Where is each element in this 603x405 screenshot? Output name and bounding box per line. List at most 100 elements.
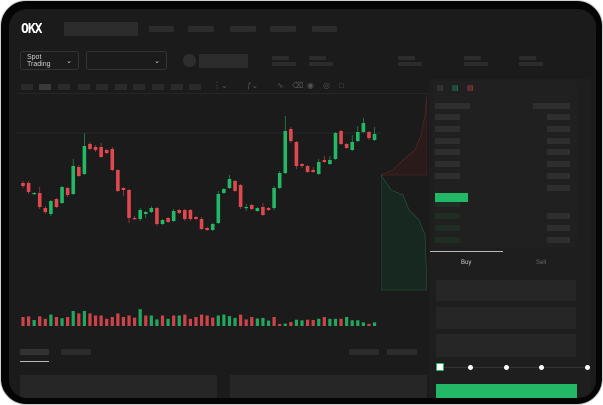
candle-body [277, 173, 282, 188]
volume-bar [116, 313, 120, 326]
volume-bar [255, 318, 259, 326]
stat-value [398, 62, 422, 66]
candle-body [77, 167, 81, 176]
candle-body [49, 201, 53, 214]
candle-body [333, 133, 338, 159]
tab-buy[interactable]: Buy [461, 260, 472, 266]
tab-open-orders[interactable] [20, 349, 49, 355]
orderbook-bids-icon[interactable]: ▤ [452, 85, 459, 92]
buy-button[interactable] [436, 384, 577, 398]
price-input[interactable] [436, 280, 576, 301]
ask-amount [547, 185, 570, 191]
nav-item[interactable] [149, 26, 174, 32]
orderbook-asks-icon[interactable]: ▤ [467, 85, 474, 92]
volume-bar [21, 317, 25, 326]
volume-bar [127, 315, 131, 326]
slider-track[interactable] [439, 367, 589, 368]
candle-type-icon[interactable]: ⋮⌄ [213, 81, 228, 90]
volume-bar [138, 309, 142, 326]
volume-bar [82, 311, 86, 326]
candle-body [188, 210, 193, 219]
interval-button[interactable] [171, 84, 183, 90]
search-bar[interactable] [64, 22, 138, 36]
last-price [435, 193, 468, 202]
candle-body [328, 160, 332, 164]
interval-button[interactable] [21, 84, 33, 90]
ruler-icon[interactable]: ⌫ [292, 81, 304, 90]
nav-item[interactable] [270, 26, 296, 32]
volume-bar [194, 317, 198, 326]
volume-bar [333, 318, 338, 326]
tab-order-history[interactable] [61, 349, 91, 355]
volume-bar [272, 317, 276, 326]
bid-price [435, 225, 460, 231]
interval-button[interactable] [115, 84, 127, 90]
candle-body [350, 142, 355, 150]
line-icon[interactable]: ∿ [277, 81, 284, 90]
slider-stop-100[interactable] [585, 365, 590, 370]
nav-item[interactable] [188, 26, 214, 32]
candle-body [21, 183, 25, 186]
candle-body [316, 162, 321, 174]
stat-label [272, 56, 289, 60]
okx-logo[interactable]: OKX [21, 22, 43, 37]
volume-bar [183, 314, 187, 326]
indicator-icon[interactable]: ƒ⌄ [247, 81, 259, 90]
stat-value [272, 62, 296, 66]
orderbook-both-icon[interactable]: ▤ [437, 85, 444, 92]
interval-button[interactable] [189, 84, 201, 90]
slider-handle[interactable] [436, 363, 444, 371]
candle-body [255, 208, 260, 211]
interval-button[interactable] [78, 84, 90, 90]
volume-bar [66, 317, 70, 326]
divider [17, 93, 429, 94]
camera-icon[interactable]: ◉ [307, 81, 314, 90]
volume-bar [311, 320, 315, 326]
tab-sell[interactable]: Sell [536, 260, 547, 266]
bid-amount [547, 225, 570, 231]
ask-price [435, 173, 460, 179]
candlestick-chart[interactable] [9, 9, 596, 398]
volume-bar [300, 320, 304, 326]
slider-stop-25[interactable] [468, 365, 473, 370]
market-dropdown[interactable]: Spot Trading ⌄ [20, 51, 79, 70]
volume-bar [239, 314, 243, 326]
interval-button[interactable] [58, 84, 70, 90]
interval-button-active[interactable] [39, 84, 51, 90]
slider-stop-50[interactable] [504, 365, 509, 370]
volume-bar [216, 315, 220, 326]
volume-bar [328, 318, 332, 326]
interval-button[interactable] [133, 84, 145, 90]
ask-amount [547, 173, 570, 179]
candle-body [127, 190, 131, 218]
volume-bar [110, 317, 114, 326]
fullscreen-icon[interactable]: □ [339, 81, 344, 90]
pair-dropdown[interactable]: ⌄ [86, 51, 167, 70]
slider-stop-75[interactable] [539, 365, 544, 370]
filter-button[interactable] [387, 349, 417, 355]
depth-chart [381, 95, 427, 291]
volume-bar [155, 319, 159, 326]
order-card [230, 375, 427, 398]
volume-bar [149, 315, 153, 326]
interval-button[interactable] [96, 84, 108, 90]
interval-button[interactable] [152, 84, 164, 90]
candle-body [289, 129, 293, 141]
candle-body [238, 185, 243, 207]
settings-icon[interactable]: ◎ [323, 81, 330, 90]
filter-button[interactable] [349, 349, 379, 355]
nav-item[interactable] [230, 26, 256, 32]
volume-bar [361, 322, 365, 326]
volume-bar [345, 317, 349, 326]
volume-bar [211, 317, 215, 326]
coin-icon [183, 54, 196, 67]
nav-item[interactable] [312, 26, 337, 32]
volume-bar [43, 318, 47, 326]
candle-body [261, 207, 265, 215]
volume-bar [77, 313, 81, 326]
candle-body [166, 218, 170, 222]
amount-input[interactable] [436, 307, 576, 329]
orderbook-header-amount [533, 103, 570, 109]
total-input[interactable] [436, 334, 576, 357]
